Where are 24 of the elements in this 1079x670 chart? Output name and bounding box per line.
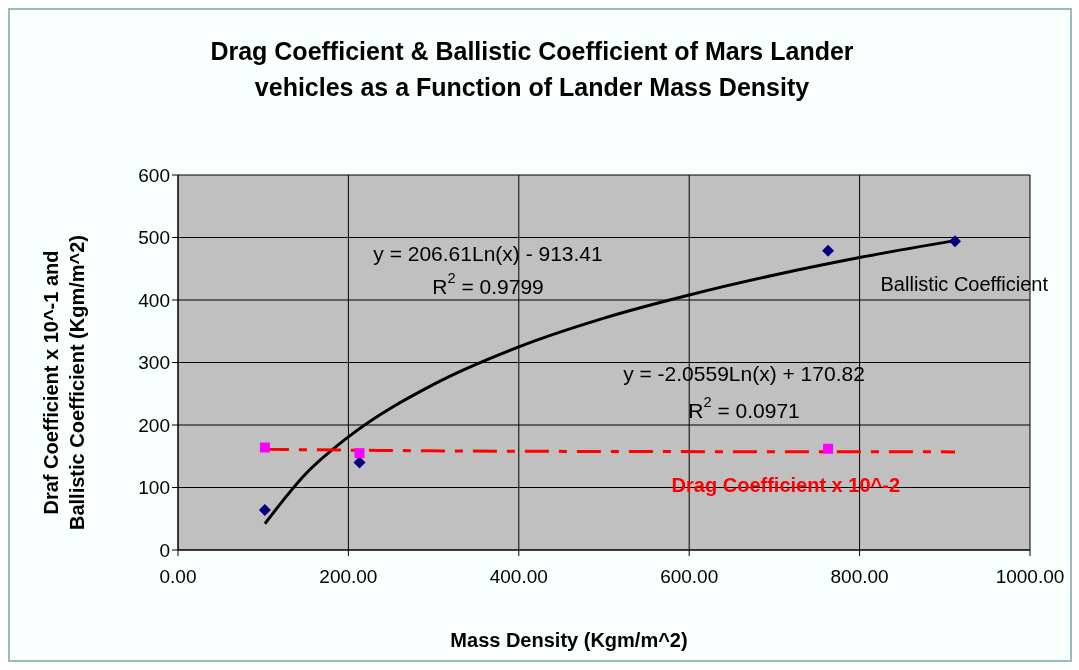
y-tick-label: 0: [159, 539, 170, 561]
y-tick-label: 500: [138, 227, 170, 249]
point: [259, 442, 270, 453]
chart-title: Drag Coefficient & Ballistic Coefficient of Mars Lander vehicles as a Function of Lander Mass Density: [210, 37, 854, 101]
series-label: Ballistic Coefficient: [880, 272, 1049, 295]
x-tick-label: 800.00: [830, 566, 889, 588]
y-tick-label: 100: [138, 477, 170, 499]
y-tick-label: 200: [138, 414, 170, 436]
x-tick-label: 400.00: [489, 566, 548, 588]
x-tick-label: 0.00: [159, 566, 197, 588]
point: [949, 235, 962, 248]
x-tick-label: 600.00: [660, 566, 719, 588]
point: [354, 448, 365, 459]
x-tick-label: 1000.00: [995, 566, 1065, 588]
annotation: R$^{2}$ = 0.0971: [688, 394, 800, 422]
y-tick-label: 300: [138, 352, 170, 374]
point: [258, 504, 271, 516]
point: [823, 443, 834, 454]
y-axis-title: Draf Coefficient x 10^-1 and Ballistic Coefficient (Kgm/m^2): [40, 234, 88, 531]
y-tick-label: 400: [138, 289, 170, 311]
y-tick-label: 600: [138, 164, 170, 186]
point: [822, 244, 835, 257]
x-axis-title: Mass Density (Kgm/m^2): [450, 629, 688, 651]
x-tick-label: 200.00: [319, 566, 378, 588]
